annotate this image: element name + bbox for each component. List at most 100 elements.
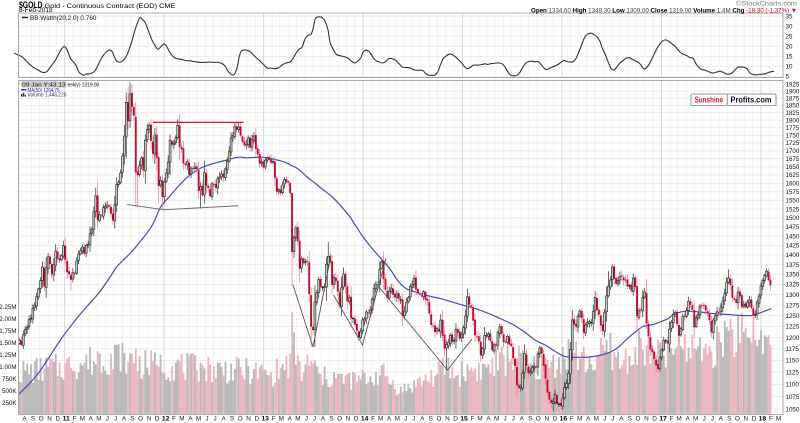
svg-text:1400: 1400 — [786, 252, 800, 259]
svg-text:1925: 1925 — [786, 81, 800, 88]
svg-text:750K: 750K — [2, 376, 17, 383]
svg-text:M: M — [279, 416, 284, 423]
svg-text:A: A — [719, 416, 724, 423]
svg-text:S: S — [528, 416, 532, 423]
svg-text:Open 1334.60 High 1349.30 Low: Open 1334.60 High 1349.30 Low 1309.00 Cl… — [531, 8, 797, 15]
svg-text:M: M — [594, 416, 599, 423]
svg-text:M: M — [179, 416, 184, 423]
svg-text:1100: 1100 — [786, 382, 800, 389]
svg-text:A: A — [288, 416, 293, 423]
svg-text:A: A — [221, 416, 226, 423]
svg-text:1600: 1600 — [786, 181, 800, 188]
svg-text:F: F — [172, 416, 176, 423]
svg-text:N: N — [743, 416, 748, 423]
svg-text:S: S — [429, 416, 433, 423]
svg-text:20: 20 — [786, 44, 793, 51]
svg-text:J: J — [213, 416, 216, 423]
svg-text:J: J — [412, 416, 415, 423]
svg-text:O: O — [735, 416, 740, 423]
svg-text:Volume 1,446,220: Volume 1,446,220 — [28, 92, 67, 98]
svg-text:A: A — [420, 416, 425, 423]
svg-text:1700: 1700 — [786, 148, 800, 155]
svg-text:N: N — [644, 416, 649, 423]
svg-text:1325: 1325 — [786, 282, 800, 289]
svg-text:M: M — [395, 416, 400, 423]
svg-text:1550: 1550 — [786, 198, 800, 205]
svg-text:A: A — [89, 416, 94, 423]
svg-text:J: J — [114, 416, 117, 423]
svg-text:D: D — [254, 416, 259, 423]
svg-text:1500: 1500 — [786, 215, 800, 222]
svg-text:N: N — [346, 416, 351, 423]
svg-text:D: D — [155, 416, 160, 423]
svg-text:1775: 1775 — [786, 125, 800, 132]
svg-text:O: O — [39, 416, 44, 423]
svg-text:eekly) 1319.00: eekly) 1319.00 — [68, 83, 100, 89]
svg-text:S: S — [230, 416, 234, 423]
svg-text:15: 15 — [460, 416, 468, 423]
svg-text:D: D — [453, 416, 458, 423]
svg-text:1800: 1800 — [786, 117, 800, 124]
svg-text:Sunshine: Sunshine — [695, 96, 724, 105]
svg-text:A: A — [387, 416, 392, 423]
svg-text:A: A — [22, 416, 27, 423]
svg-text:30: 30 — [786, 23, 793, 30]
svg-text:1875: 1875 — [786, 96, 800, 103]
svg-text:M: M — [80, 416, 85, 423]
svg-text:M: M — [196, 416, 201, 423]
svg-text:1475: 1475 — [786, 224, 800, 231]
svg-text:14: 14 — [361, 416, 369, 423]
svg-text:J: J — [106, 416, 109, 423]
svg-text:A: A — [122, 416, 127, 423]
svg-text:1825: 1825 — [786, 110, 800, 117]
svg-text:1225: 1225 — [786, 324, 800, 331]
svg-text:D: D — [354, 416, 359, 423]
svg-text:N: N — [147, 416, 152, 423]
svg-text:O: O — [138, 416, 143, 423]
svg-text:1350: 1350 — [786, 272, 800, 279]
svg-text:J: J — [205, 416, 208, 423]
svg-text:1050: 1050 — [786, 406, 800, 413]
svg-text:MA(50) 1264.75: MA(50) 1264.75 — [28, 88, 60, 94]
svg-text:1075: 1075 — [786, 394, 800, 401]
svg-text:N: N — [445, 416, 450, 423]
svg-text:2.00M: 2.00M — [0, 316, 17, 323]
svg-text:BB Width(20,2.0) 0.760: BB Width(20,2.0) 0.760 — [30, 15, 97, 22]
svg-text:1575: 1575 — [786, 189, 800, 196]
svg-text:1425: 1425 — [786, 243, 800, 250]
svg-text:©StockCharts.com: ©StockCharts.com — [736, 0, 798, 8]
svg-text:S: S — [130, 416, 134, 423]
svg-text:O: O — [337, 416, 342, 423]
svg-text:M: M — [295, 416, 300, 423]
svg-text:F: F — [470, 416, 474, 423]
svg-text:N: N — [246, 416, 251, 423]
svg-text:18: 18 — [759, 416, 767, 423]
svg-text:15: 15 — [786, 54, 793, 61]
svg-text:A: A — [619, 416, 624, 423]
svg-text:1750: 1750 — [786, 133, 800, 140]
svg-text:1300: 1300 — [786, 292, 800, 299]
svg-text:D: D — [553, 416, 558, 423]
svg-text:M: M — [693, 416, 698, 423]
svg-text:O: O — [636, 416, 641, 423]
svg-text:1525: 1525 — [786, 206, 800, 213]
svg-text:F: F — [371, 416, 375, 423]
svg-text:M: M — [676, 416, 681, 423]
svg-text:O: O — [437, 416, 442, 423]
svg-text:F: F — [73, 416, 77, 423]
svg-text:17: 17 — [659, 416, 667, 423]
svg-text:1725: 1725 — [786, 140, 800, 147]
svg-text:1250: 1250 — [786, 313, 800, 320]
svg-text:J: J — [313, 416, 316, 423]
svg-text:1625: 1625 — [786, 172, 800, 179]
svg-text:D: D — [652, 416, 657, 423]
svg-text:F: F — [570, 416, 574, 423]
svg-text:1125: 1125 — [786, 369, 800, 376]
svg-text:F: F — [670, 416, 674, 423]
svg-text:J: J — [503, 416, 506, 423]
svg-text:M: M — [494, 416, 499, 423]
svg-text:O: O — [536, 416, 541, 423]
svg-text:M: M — [577, 416, 582, 423]
svg-text:12: 12 — [162, 416, 170, 423]
svg-text:1450: 1450 — [786, 233, 800, 240]
